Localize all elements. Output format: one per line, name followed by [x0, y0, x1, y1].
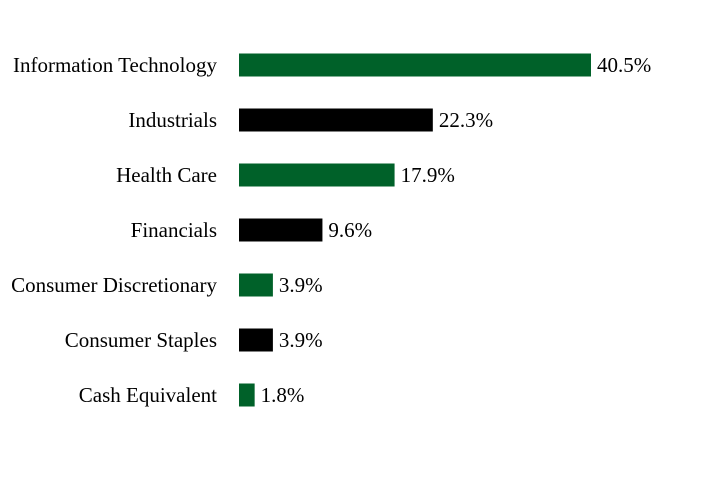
category-label-cash-equivalent: Cash Equivalent [79, 383, 217, 407]
value-label-information-technology: 40.5% [597, 53, 651, 77]
bar-cash-equivalent [239, 383, 255, 407]
bar-information-technology [239, 53, 591, 77]
bar-consumer-staples [239, 328, 273, 352]
value-labels-group: 40.5% 22.3% 17.9% 9.6% 3.9% 3.9% 1.8% [261, 53, 652, 407]
category-label-industrials: Industrials [128, 108, 217, 132]
bar-consumer-discretionary [239, 273, 273, 297]
value-label-consumer-discretionary: 3.9% [279, 273, 323, 297]
value-label-industrials: 22.3% [439, 108, 493, 132]
bars-group [239, 53, 591, 407]
category-label-consumer-staples: Consumer Staples [65, 328, 217, 352]
bar-industrials [239, 108, 433, 132]
value-label-health-care: 17.9% [401, 163, 455, 187]
value-label-consumer-staples: 3.9% [279, 328, 323, 352]
category-label-financials: Financials [131, 218, 217, 242]
value-label-financials: 9.6% [328, 218, 372, 242]
bar-financials [239, 218, 323, 242]
bar-health-care [239, 163, 395, 187]
category-label-health-care: Health Care [116, 163, 217, 187]
value-label-cash-equivalent: 1.8% [261, 383, 305, 407]
category-label-information-technology: Information Technology [13, 53, 218, 77]
category-labels-group: Information Technology Industrials Health … [11, 53, 217, 407]
category-label-consumer-discretionary: Consumer Discretionary [11, 273, 217, 297]
